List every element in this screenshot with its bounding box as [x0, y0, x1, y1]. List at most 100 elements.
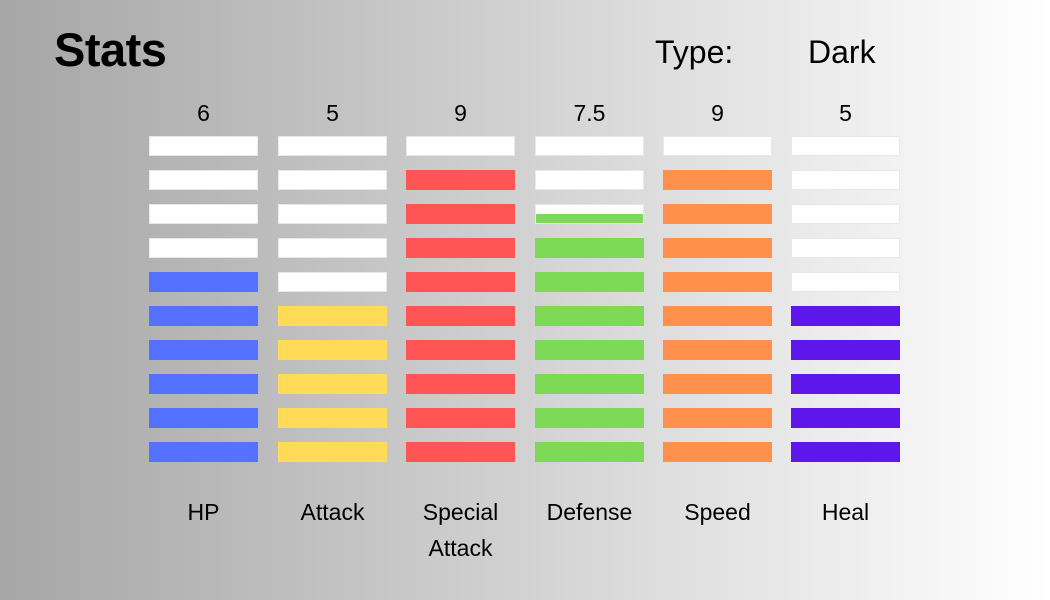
- stat-segment-heal: [791, 170, 900, 190]
- stat-segment-defense: [535, 340, 644, 360]
- stat-segment-hp: [149, 204, 258, 224]
- stat-segment-attack: [278, 204, 387, 224]
- stat-segment-hp: [149, 306, 258, 326]
- stat-segment-defense: [535, 136, 644, 156]
- stat-segment-fill: [536, 214, 643, 223]
- stat-segment-fill: [792, 375, 899, 393]
- stat-segment-fill: [150, 443, 257, 461]
- stat-segment-fill: [150, 409, 257, 427]
- stat-segment-fill: [407, 375, 514, 393]
- stat-segment-fill: [536, 375, 643, 393]
- stat-segment-attack: [278, 238, 387, 258]
- stat-segment-speed: [663, 374, 772, 394]
- stat-segment-fill: [664, 239, 771, 257]
- stat-segment-special-attack: [406, 306, 515, 326]
- stat-segment-speed: [663, 442, 772, 462]
- stat-segment-defense: [535, 442, 644, 462]
- stat-segment-fill: [279, 409, 386, 427]
- stat-segment-speed: [663, 136, 772, 156]
- type-value: Dark: [808, 34, 876, 71]
- stat-segment-special-attack: [406, 408, 515, 428]
- stat-label-defense: Defense: [521, 494, 658, 530]
- stat-segment-fill: [536, 307, 643, 325]
- stat-segment-fill: [664, 273, 771, 291]
- stat-segment-fill: [407, 443, 514, 461]
- stat-value-defense: 7.5: [535, 100, 644, 127]
- stat-segment-attack: [278, 136, 387, 156]
- stat-segment-fill: [536, 443, 643, 461]
- stat-segment-heal: [791, 272, 900, 292]
- stat-segment-speed: [663, 408, 772, 428]
- stat-segment-speed: [663, 272, 772, 292]
- stat-segment-heal: [791, 136, 900, 156]
- stat-segment-fill: [407, 409, 514, 427]
- stat-segment-fill: [664, 375, 771, 393]
- stat-segment-attack: [278, 442, 387, 462]
- stat-segment-hp: [149, 170, 258, 190]
- stat-segment-fill: [279, 375, 386, 393]
- stat-label-hp: HP: [135, 494, 272, 530]
- stat-segment-defense: [535, 238, 644, 258]
- stat-segment-attack: [278, 272, 387, 292]
- stat-segment-fill: [279, 307, 386, 325]
- stat-segment-fill: [664, 341, 771, 359]
- type-label: Type:: [655, 34, 733, 71]
- stat-segment-fill: [407, 307, 514, 325]
- stat-segment-fill: [150, 375, 257, 393]
- stat-segment-fill: [150, 341, 257, 359]
- stat-segment-defense: [535, 272, 644, 292]
- stat-segment-heal: [791, 442, 900, 462]
- stat-segment-heal: [791, 238, 900, 258]
- stat-segment-attack: [278, 374, 387, 394]
- stat-segment-heal: [791, 374, 900, 394]
- stat-value-speed: 9: [663, 100, 772, 127]
- stat-segment-hp: [149, 374, 258, 394]
- stat-segment-hp: [149, 408, 258, 428]
- stat-value-heal: 5: [791, 100, 900, 127]
- stat-segment-fill: [792, 409, 899, 427]
- stat-segment-fill: [664, 171, 771, 189]
- stat-segment-hp: [149, 272, 258, 292]
- stat-segment-hp: [149, 238, 258, 258]
- stat-value-attack: 5: [278, 100, 387, 127]
- stat-segment-heal: [791, 204, 900, 224]
- stat-segment-heal: [791, 340, 900, 360]
- stat-segment-fill: [279, 341, 386, 359]
- stat-segment-attack: [278, 306, 387, 326]
- stat-segment-fill: [664, 307, 771, 325]
- stat-segment-fill: [536, 409, 643, 427]
- stat-segment-heal: [791, 408, 900, 428]
- stat-segment-speed: [663, 204, 772, 224]
- stat-segment-attack: [278, 340, 387, 360]
- stat-segment-defense: [535, 408, 644, 428]
- stat-segment-speed: [663, 238, 772, 258]
- stat-segment-fill: [407, 341, 514, 359]
- stat-segment-fill: [407, 273, 514, 291]
- stat-value-special-attack: 9: [406, 100, 515, 127]
- stat-segment-speed: [663, 340, 772, 360]
- stat-segment-fill: [536, 273, 643, 291]
- stat-segment-attack: [278, 408, 387, 428]
- stat-segment-fill: [792, 443, 899, 461]
- stat-segment-special-attack: [406, 340, 515, 360]
- stat-segment-fill: [150, 307, 257, 325]
- stat-segment-speed: [663, 170, 772, 190]
- stat-label-special-attack: Special Attack: [392, 494, 529, 566]
- stat-segment-fill: [664, 443, 771, 461]
- stat-segment-special-attack: [406, 272, 515, 292]
- stat-value-hp: 6: [149, 100, 258, 127]
- stat-segment-attack: [278, 170, 387, 190]
- stat-segment-fill: [664, 409, 771, 427]
- stat-segment-defense: [535, 204, 644, 224]
- stat-segment-special-attack: [406, 204, 515, 224]
- stat-segment-hp: [149, 340, 258, 360]
- stat-segment-fill: [536, 239, 643, 257]
- stat-segment-heal: [791, 306, 900, 326]
- stat-label-speed: Speed: [649, 494, 786, 530]
- stat-segment-special-attack: [406, 442, 515, 462]
- stat-segment-special-attack: [406, 136, 515, 156]
- page-title: Stats: [54, 22, 166, 77]
- stat-segment-fill: [792, 341, 899, 359]
- stat-segment-fill: [792, 307, 899, 325]
- stat-segment-special-attack: [406, 374, 515, 394]
